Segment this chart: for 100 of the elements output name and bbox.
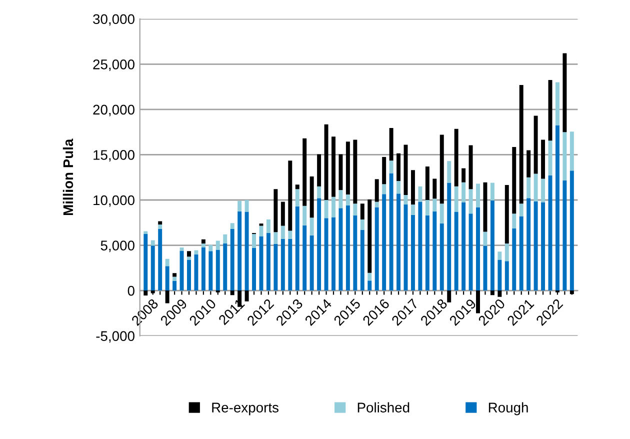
bar [187, 251, 191, 257]
bar [512, 147, 516, 214]
bar [187, 260, 191, 291]
bar [526, 150, 531, 178]
bar [425, 166, 430, 200]
bar [504, 185, 509, 244]
bar [266, 219, 270, 234]
bar [324, 124, 328, 200]
bar [410, 214, 415, 291]
bar [440, 204, 444, 224]
bar [462, 168, 466, 182]
bar [534, 116, 538, 174]
bar [541, 178, 546, 202]
bar [360, 219, 364, 230]
bar [462, 202, 466, 291]
bar [396, 194, 401, 291]
bar [382, 184, 386, 194]
bar [562, 180, 567, 291]
bar [570, 132, 574, 171]
bar [216, 250, 220, 291]
bar [158, 228, 162, 291]
bar [346, 142, 350, 195]
bar [201, 248, 206, 291]
bar [280, 238, 285, 291]
bar [490, 182, 494, 200]
bar [244, 290, 249, 302]
bar [440, 134, 444, 204]
bar [201, 243, 206, 248]
bar [280, 226, 285, 239]
bar [498, 260, 502, 291]
bar [302, 225, 307, 291]
bar [288, 160, 292, 231]
bar [274, 244, 278, 291]
bar [274, 232, 278, 244]
bar [150, 246, 155, 291]
bar [252, 248, 256, 291]
bar [230, 223, 234, 229]
bar [230, 228, 234, 291]
bar [266, 233, 270, 291]
bar [238, 200, 242, 212]
bar [374, 179, 379, 202]
bar [432, 211, 437, 291]
y-tick-label: -5,000 [96, 331, 134, 343]
bar [454, 212, 458, 291]
bar [223, 243, 228, 291]
bar [353, 215, 358, 291]
y-tick-label: 5,000 [100, 240, 134, 252]
bar [310, 235, 314, 291]
bar [165, 258, 170, 266]
bar [418, 186, 422, 202]
bar [288, 230, 292, 239]
bar [324, 200, 328, 218]
bar [346, 205, 350, 291]
bar [360, 230, 364, 291]
bar [244, 212, 249, 291]
bar [490, 200, 494, 291]
bar [432, 178, 437, 199]
bar [534, 174, 538, 202]
bar [504, 261, 509, 291]
bar [410, 170, 415, 205]
bar [374, 207, 379, 291]
y-tick-label: 0 [128, 286, 134, 296]
bar [144, 231, 148, 234]
bar [519, 216, 524, 291]
bar [555, 82, 560, 126]
bar [223, 234, 228, 244]
bar [534, 201, 538, 291]
bar [498, 252, 502, 260]
bar [201, 239, 206, 244]
bar [280, 202, 285, 226]
bar [389, 173, 394, 291]
bar [447, 182, 452, 291]
bar [526, 198, 531, 291]
y-tick-label: 20,000 [93, 104, 134, 116]
bar [295, 184, 300, 190]
bar [425, 215, 430, 291]
bar [541, 202, 546, 291]
bar [440, 224, 444, 291]
bar [447, 290, 452, 302]
bar [244, 200, 249, 212]
bar [238, 211, 242, 291]
bar [462, 182, 466, 202]
bar [295, 189, 300, 206]
bar [382, 156, 386, 184]
bar [396, 153, 401, 181]
bar [302, 206, 307, 226]
bar [389, 128, 394, 161]
bar [208, 251, 213, 291]
bar [338, 154, 343, 190]
bar [338, 208, 343, 291]
bar [194, 254, 198, 291]
bar [541, 140, 546, 179]
bar [382, 194, 386, 291]
bar [447, 161, 452, 183]
y-tick-label: 30,000 [93, 14, 134, 26]
bar [165, 266, 170, 291]
bar [172, 273, 177, 277]
bar [483, 246, 488, 291]
bar [317, 186, 322, 198]
bar [476, 184, 480, 208]
